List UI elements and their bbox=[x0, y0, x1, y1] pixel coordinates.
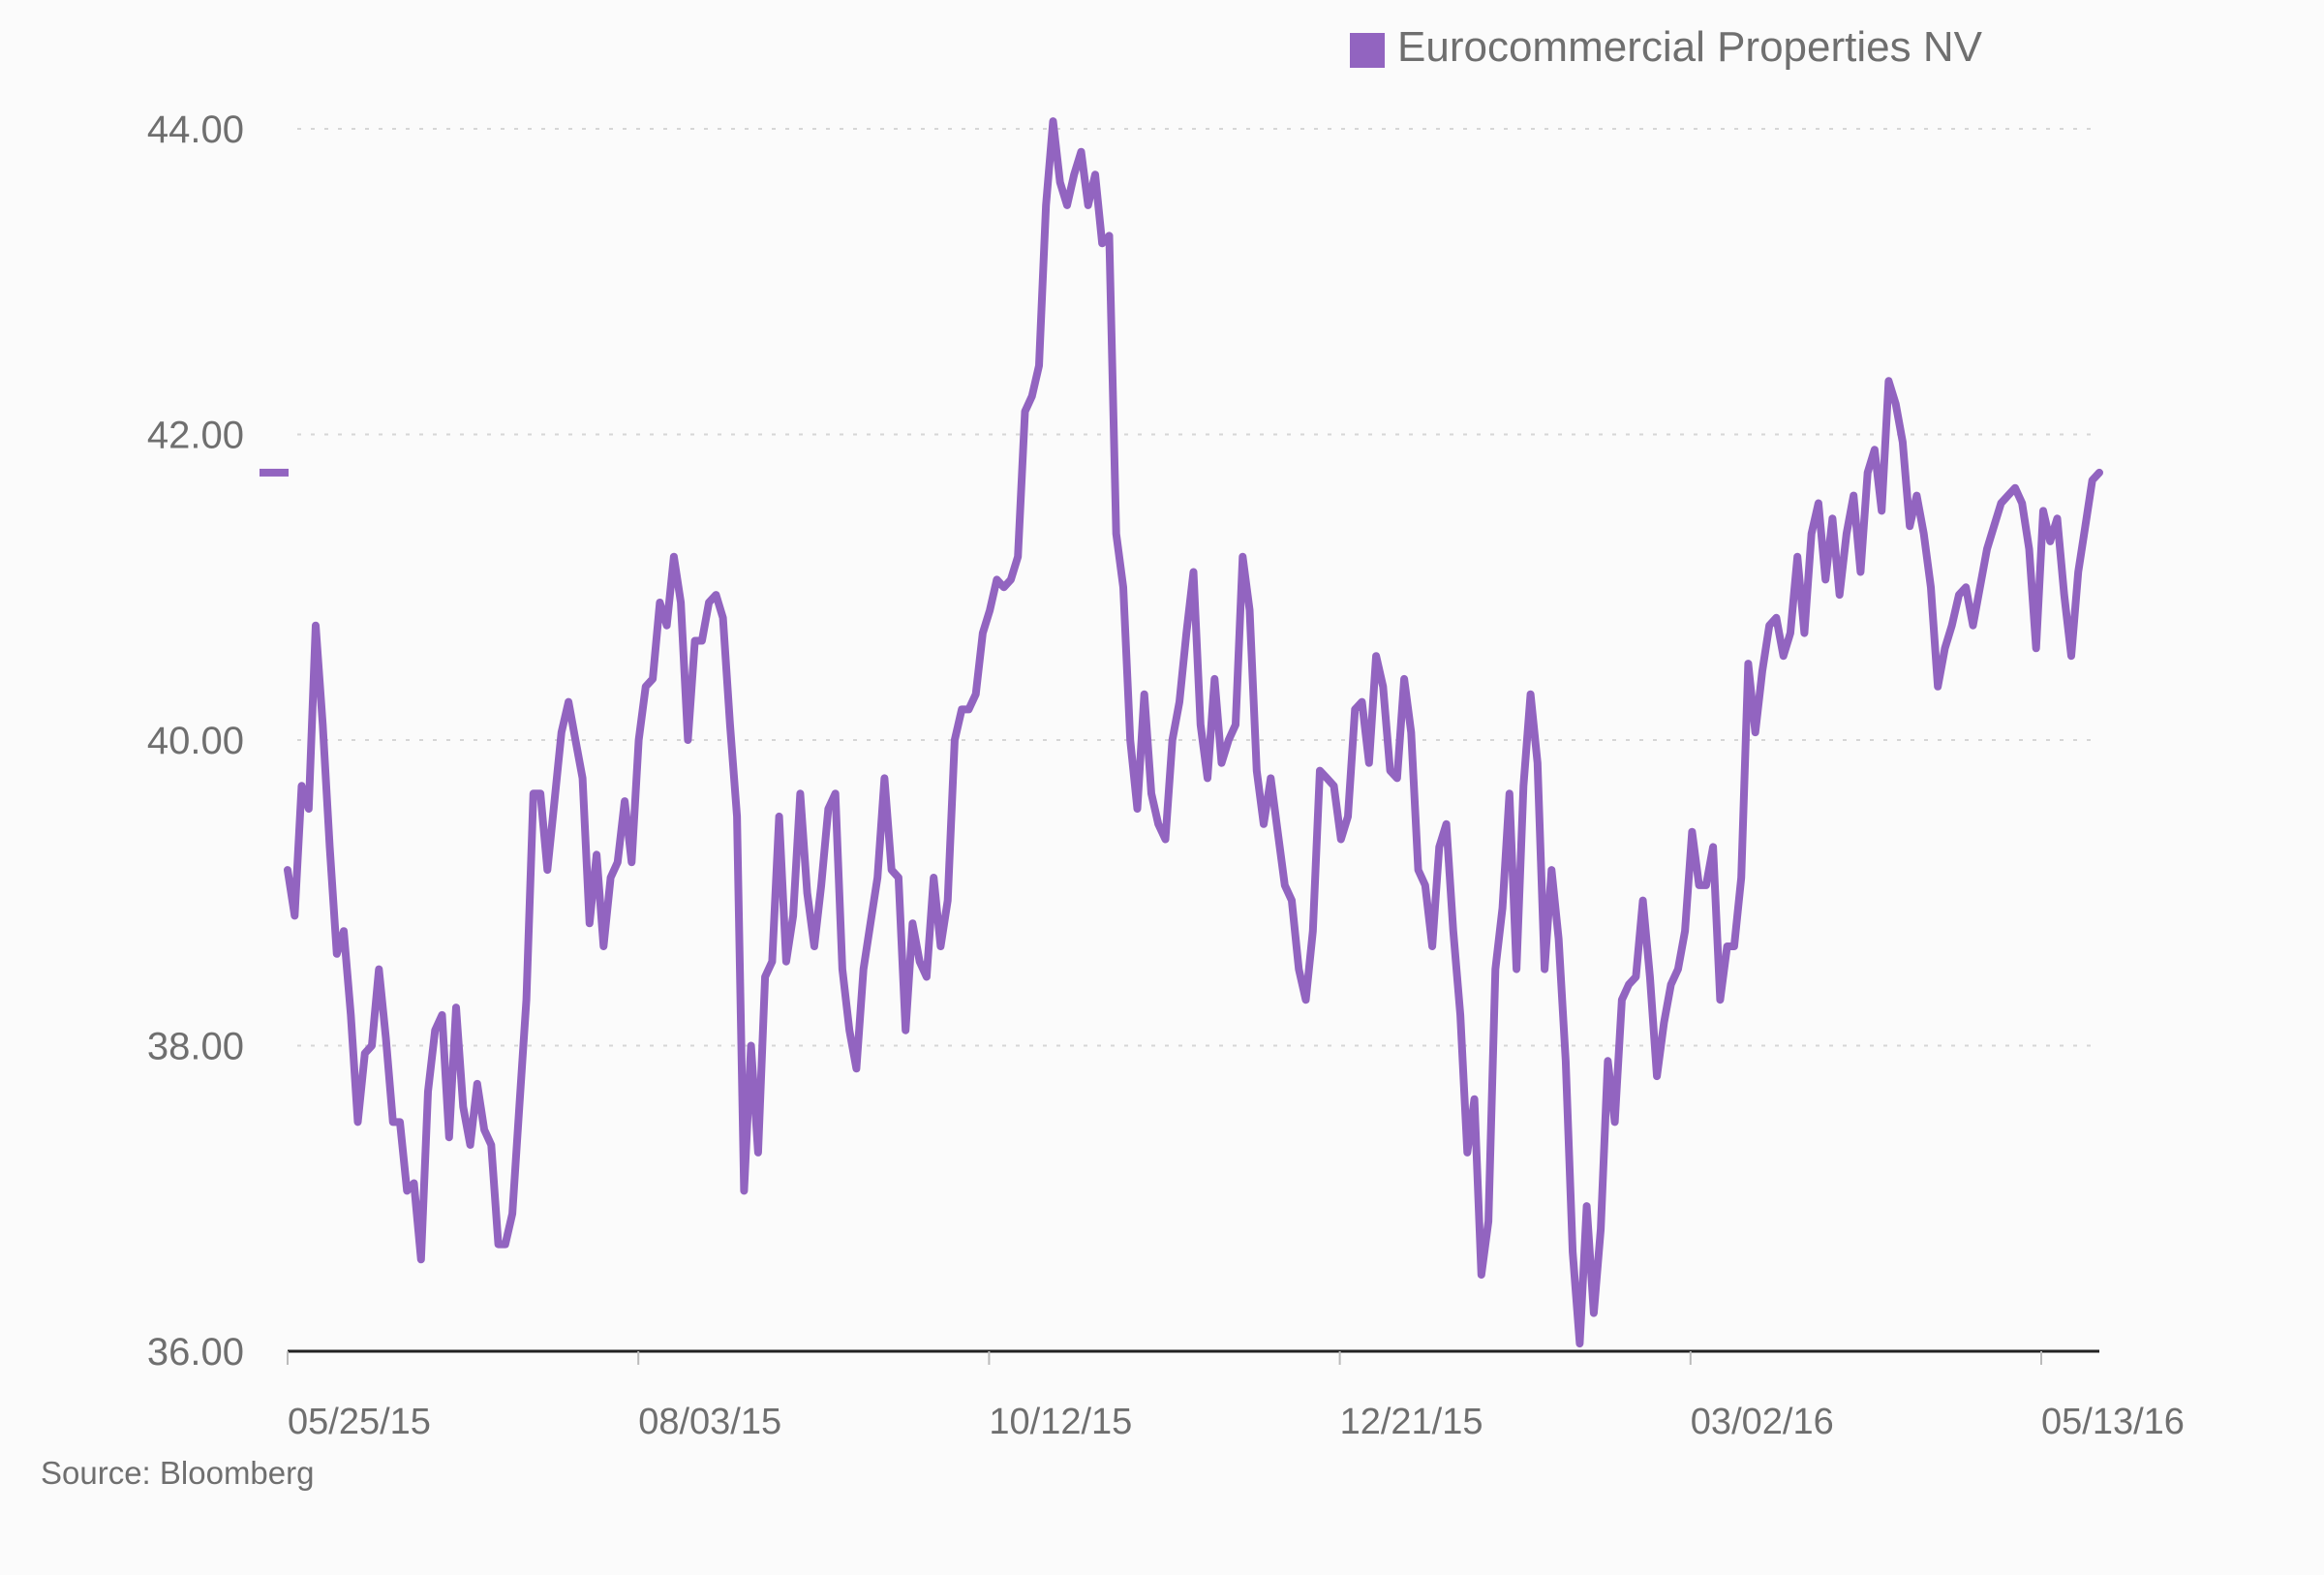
legend-label: Eurocommercial Properties NV bbox=[1397, 23, 1982, 71]
x-tick-label: 08/03/15 bbox=[638, 1402, 781, 1442]
y-tick-label: 36.00 bbox=[147, 1331, 244, 1374]
y-axis: 36.00 38.00 40.00 42.00 44.00 bbox=[147, 108, 244, 1374]
last-value-marker bbox=[260, 468, 289, 477]
y-tick-label: 40.00 bbox=[147, 720, 244, 762]
x-tick-label: 05/13/16 bbox=[2041, 1402, 2185, 1442]
series-group bbox=[260, 117, 2103, 1348]
x-tick-label: 12/21/15 bbox=[1340, 1402, 1483, 1442]
x-axis: 05/25/15 08/03/15 10/12/15 12/21/15 03/02/16… bbox=[287, 1349, 2185, 1442]
y-tick-label: 38.00 bbox=[147, 1026, 244, 1068]
source-note: Source: Bloomberg bbox=[41, 1455, 315, 1491]
x-tick-label: 03/02/16 bbox=[1691, 1402, 1834, 1442]
y-tick-label: 42.00 bbox=[147, 415, 244, 457]
legend-swatch bbox=[1350, 33, 1385, 68]
x-tick-label: 05/25/15 bbox=[288, 1402, 431, 1442]
series-line bbox=[284, 117, 2103, 1348]
gridlines bbox=[297, 128, 2099, 1047]
x-tick-label: 10/12/15 bbox=[989, 1402, 1132, 1442]
y-tick-label: 44.00 bbox=[147, 108, 244, 151]
